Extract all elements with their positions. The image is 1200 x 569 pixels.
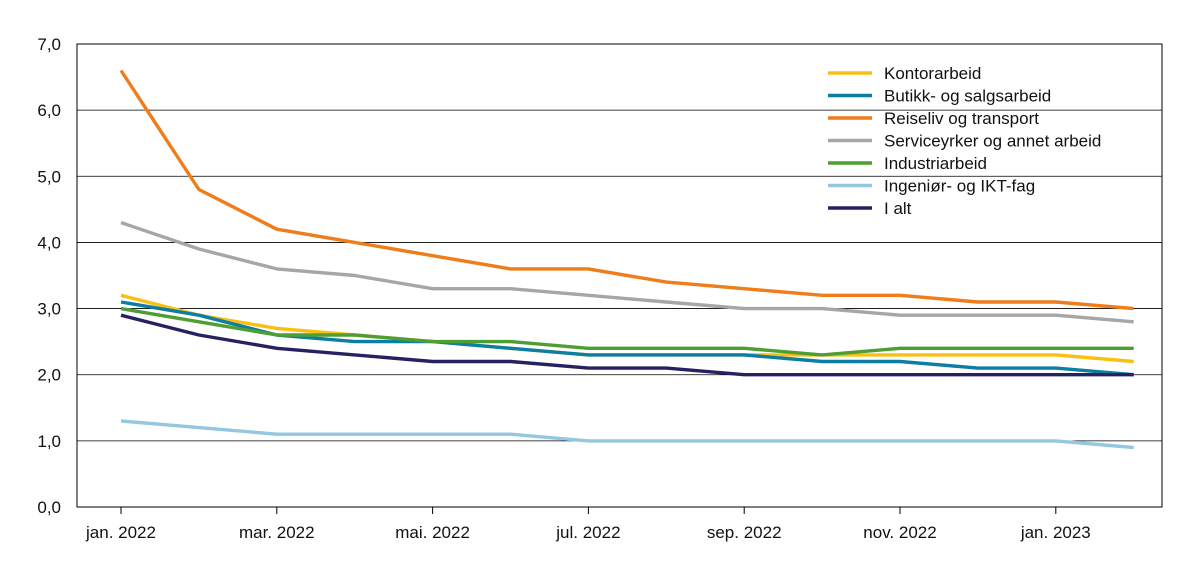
series-line xyxy=(120,419,1134,450)
y-tick-label: 0,0 xyxy=(37,498,61,517)
x-tick-label: nov. 2022 xyxy=(863,523,936,542)
legend-label: Reiseliv og transport xyxy=(884,109,1039,128)
legend-label: Butikk- og salgsarbeid xyxy=(884,87,1051,106)
x-tick-label: jan. 2022 xyxy=(85,523,156,542)
y-tick-label: 1,0 xyxy=(37,432,61,451)
legend-label: I alt xyxy=(884,199,912,218)
plot-frame xyxy=(76,43,1163,508)
legend: Kontorarbeid Butikk- og salgsarbeid Reisel… xyxy=(828,64,1101,218)
legend-label: Ingeniør- og IKT-fag xyxy=(884,177,1035,196)
x-tick-label: sep. 2022 xyxy=(707,523,782,542)
x-tick-label: mar. 2022 xyxy=(239,523,315,542)
y-tick-label: 4,0 xyxy=(37,233,61,252)
x-tick-label: jan. 2023 xyxy=(1020,523,1091,542)
axes xyxy=(76,43,1163,514)
y-axis-tick-labels: 0,0 1,0 2,0 3,0 4,0 5,0 6,0 7,0 xyxy=(37,35,61,517)
series-line xyxy=(120,313,1134,377)
y-tick-label: 3,0 xyxy=(37,300,61,319)
series-line xyxy=(119,69,1134,311)
legend-label: Serviceyrker og annet arbeid xyxy=(884,132,1101,151)
x-tick-label: jul. 2022 xyxy=(555,523,620,542)
legend-label: Kontorarbeid xyxy=(884,64,981,83)
x-tick-label: mai. 2022 xyxy=(395,523,470,542)
series-line xyxy=(120,220,1134,324)
series-line xyxy=(120,293,1134,364)
legend-label: Industriarbeid xyxy=(884,154,987,173)
series-line xyxy=(120,300,1134,377)
y-tick-label: 5,0 xyxy=(37,167,61,186)
y-tick-label: 2,0 xyxy=(37,366,61,385)
y-tick-label: 7,0 xyxy=(37,35,61,54)
y-tick-label: 6,0 xyxy=(37,101,61,120)
x-axis-tick-labels: jan. 2022 mar. 2022 mai. 2022 jul. 2022 sep.… xyxy=(85,523,1091,542)
series-line xyxy=(120,306,1134,357)
series-lines xyxy=(119,69,1134,450)
